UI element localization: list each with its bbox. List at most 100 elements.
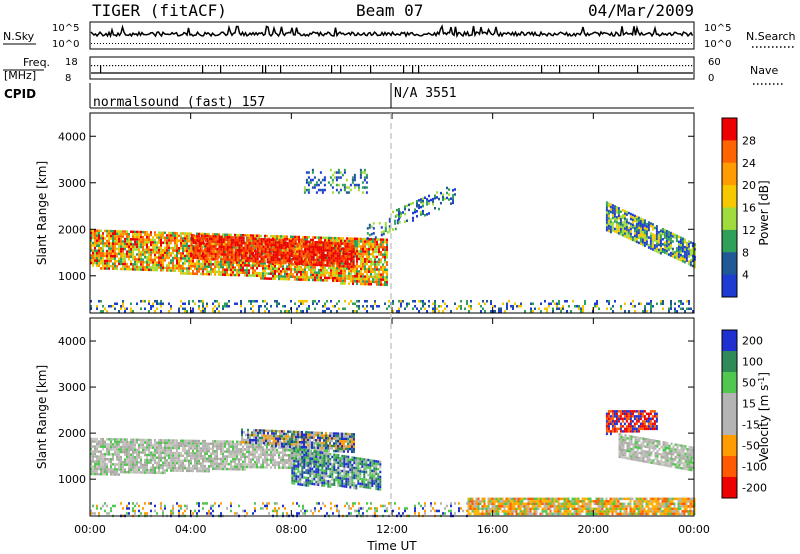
range-cell bbox=[562, 305, 564, 308]
range-cell bbox=[300, 238, 302, 241]
range-cell bbox=[208, 247, 211, 250]
nave-dot bbox=[208, 65, 210, 67]
range-cell bbox=[172, 249, 174, 252]
range-cell bbox=[368, 226, 371, 229]
range-cell bbox=[146, 456, 148, 459]
range-cell bbox=[212, 247, 215, 251]
range-cell bbox=[596, 305, 598, 308]
range-cell bbox=[348, 255, 351, 258]
range-cell bbox=[130, 240, 132, 243]
nave-dot bbox=[640, 65, 642, 67]
range-cell bbox=[378, 250, 380, 254]
range-cell bbox=[264, 277, 266, 280]
range-cell bbox=[232, 248, 234, 252]
range-cell bbox=[639, 232, 642, 235]
colorbar-tick-label: 16 bbox=[742, 202, 756, 215]
range-cell bbox=[363, 168, 366, 172]
range-cell bbox=[202, 255, 204, 258]
range-cell bbox=[629, 217, 632, 221]
range-cell bbox=[138, 451, 140, 454]
nsearch-dot bbox=[310, 43, 311, 44]
range-cell bbox=[146, 466, 148, 469]
nsearch-label: N.Search bbox=[746, 30, 796, 43]
range-cell bbox=[258, 237, 261, 241]
range-cell bbox=[330, 264, 332, 267]
range-cell bbox=[336, 302, 338, 305]
range-cell bbox=[374, 255, 376, 259]
range-cell bbox=[370, 225, 373, 228]
range-cell bbox=[358, 307, 360, 310]
range-cell bbox=[136, 238, 138, 241]
range-cell bbox=[232, 258, 234, 262]
range-cell bbox=[178, 262, 180, 265]
range-cell bbox=[158, 469, 160, 472]
range-cell bbox=[176, 264, 178, 267]
range-cell bbox=[332, 249, 335, 252]
nave-dot bbox=[283, 65, 285, 67]
range-cell bbox=[653, 246, 656, 250]
range-cell bbox=[164, 231, 166, 235]
range-cell bbox=[164, 446, 166, 450]
range-cell bbox=[158, 256, 160, 259]
range-cell bbox=[152, 258, 154, 262]
range-cell bbox=[160, 454, 162, 457]
range-cell bbox=[292, 253, 294, 256]
range-cell bbox=[118, 460, 120, 464]
range-cell bbox=[677, 258, 680, 261]
range-cell bbox=[142, 451, 144, 454]
range-cell bbox=[110, 445, 112, 449]
range-cell bbox=[132, 451, 134, 454]
range-cell bbox=[112, 262, 114, 265]
range-cell bbox=[120, 255, 122, 258]
range-cell bbox=[328, 236, 330, 240]
range-cell bbox=[168, 231, 170, 235]
range-cell bbox=[332, 266, 334, 270]
range-cell bbox=[192, 241, 195, 244]
range-cell bbox=[320, 261, 323, 264]
nsearch-dot bbox=[247, 43, 248, 44]
range-cell bbox=[96, 264, 98, 267]
range-cell bbox=[180, 269, 182, 273]
range-cell bbox=[323, 183, 326, 187]
range-cell bbox=[216, 247, 219, 251]
range-cell bbox=[114, 445, 116, 449]
range-cell bbox=[302, 240, 305, 243]
range-cell bbox=[380, 278, 382, 281]
range-cell bbox=[118, 448, 120, 451]
range-cell bbox=[204, 244, 207, 248]
range-cell bbox=[320, 258, 323, 262]
range-cell bbox=[250, 300, 252, 303]
nsearch-dot bbox=[598, 43, 599, 44]
range-cell bbox=[362, 262, 364, 266]
range-cell bbox=[681, 257, 684, 260]
range-cell bbox=[338, 272, 340, 275]
range-cell bbox=[112, 247, 114, 250]
nave-dot bbox=[358, 65, 360, 67]
range-cell bbox=[322, 279, 324, 282]
range-cell bbox=[282, 244, 285, 247]
range-cell bbox=[256, 267, 258, 270]
range-cell bbox=[326, 246, 329, 250]
nsearch-dot bbox=[265, 43, 266, 44]
range-cell bbox=[350, 258, 353, 261]
nsearch-dot bbox=[394, 43, 395, 44]
range-cell bbox=[130, 307, 132, 310]
nsearch-dot bbox=[235, 43, 236, 44]
range-cell bbox=[689, 263, 692, 267]
range-cell bbox=[348, 267, 350, 270]
range-cell bbox=[156, 266, 158, 269]
range-cell bbox=[290, 254, 293, 258]
range-cell bbox=[152, 243, 154, 247]
range-cell bbox=[643, 241, 646, 245]
range-cell bbox=[444, 197, 446, 201]
range-cell bbox=[134, 235, 136, 239]
range-cell bbox=[607, 209, 610, 213]
range-cell bbox=[104, 254, 106, 258]
range-cell bbox=[244, 269, 246, 272]
range-cell bbox=[156, 444, 158, 447]
range-cell bbox=[232, 246, 234, 249]
range-cell bbox=[621, 216, 624, 219]
range-cell bbox=[677, 245, 680, 249]
range-cell bbox=[148, 441, 150, 444]
range-cell bbox=[218, 250, 221, 253]
